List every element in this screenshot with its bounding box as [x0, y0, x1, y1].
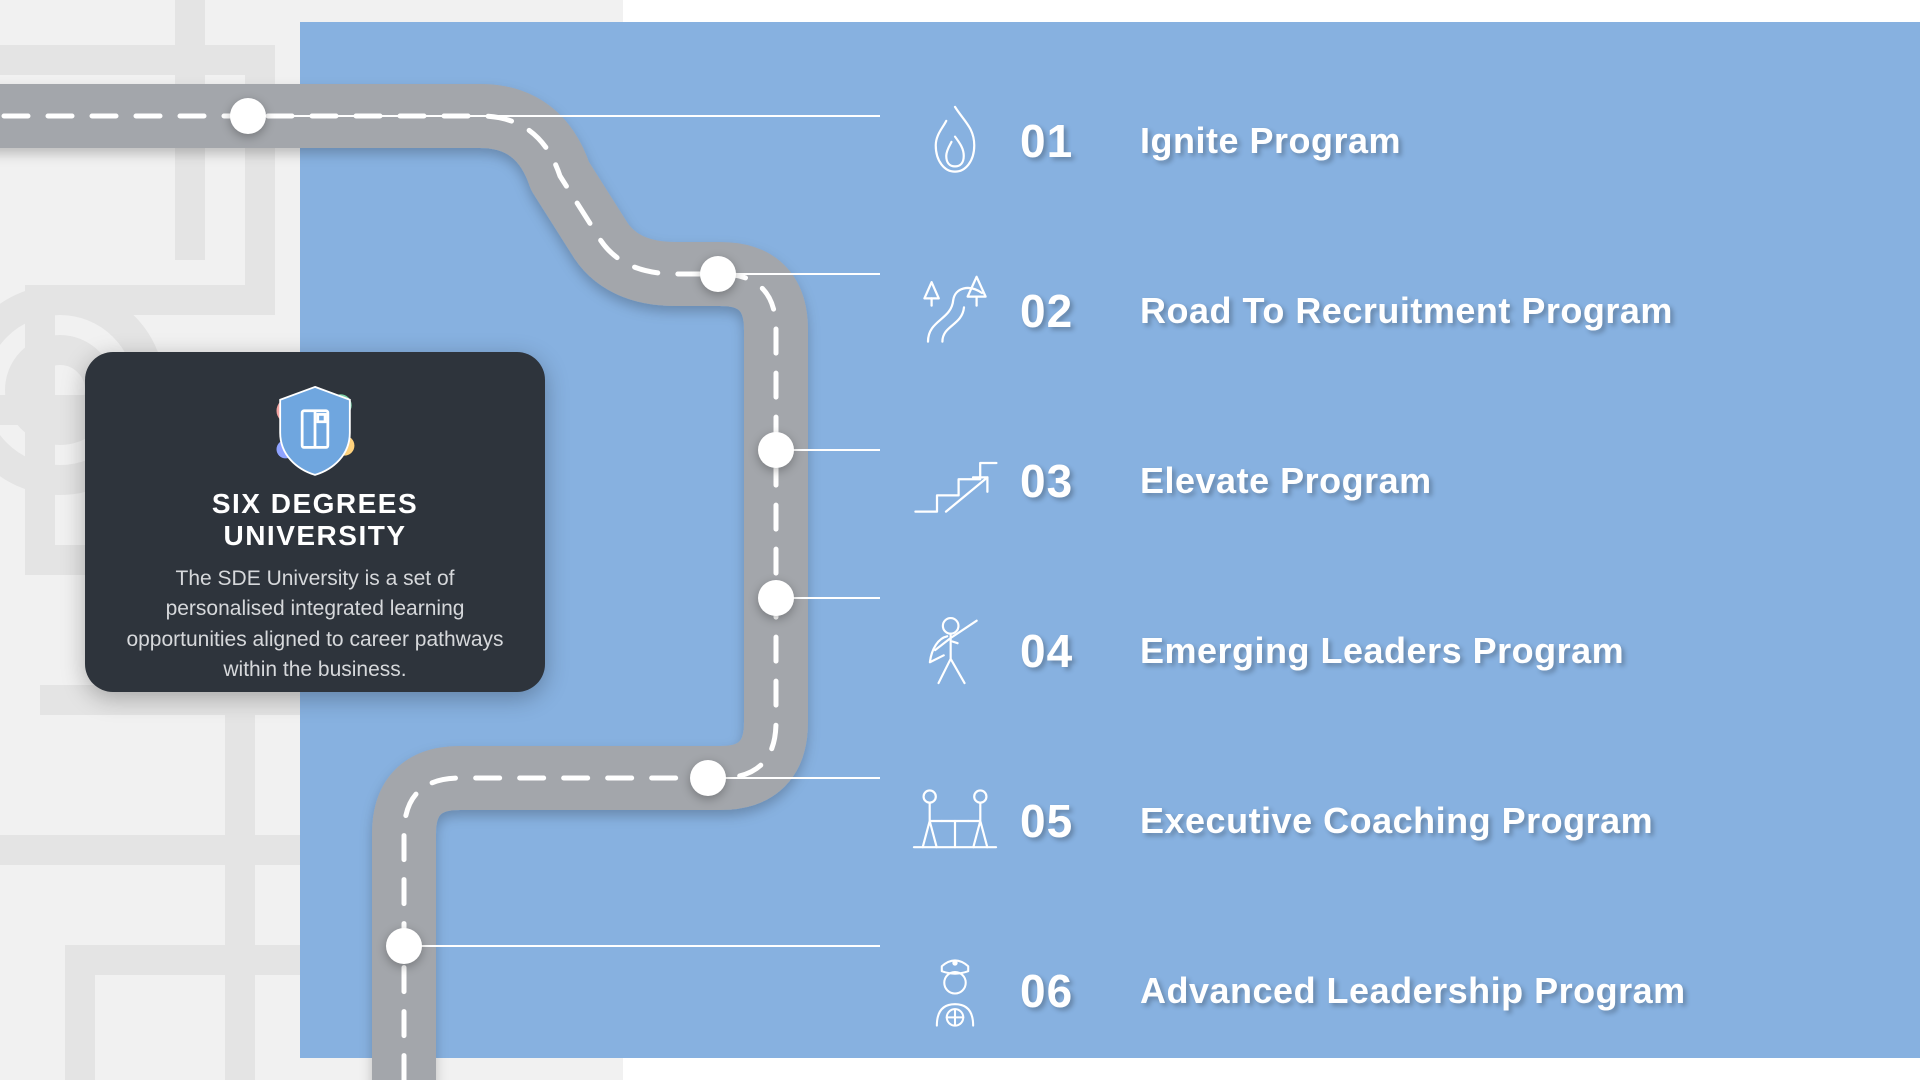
connector-line — [248, 115, 880, 117]
program-row: 05 Executive Coaching Program — [890, 736, 1900, 906]
program-row: 01 Ignite Program — [890, 56, 1900, 226]
program-number: 01 — [1020, 114, 1140, 168]
info-card: SIX DEGREES UNIVERSITY The SDE Universit… — [85, 352, 545, 692]
program-title: Elevate Program — [1140, 460, 1432, 502]
program-row: 04 Emerging Leaders Program — [890, 566, 1900, 736]
university-shield-logo — [260, 378, 370, 482]
road-waypoint-dot — [758, 432, 794, 468]
program-row: 03 Elevate Program — [890, 396, 1900, 566]
connector-line — [718, 273, 880, 275]
road-waypoint-dot — [690, 760, 726, 796]
road-waypoint-dot — [758, 580, 794, 616]
program-title: Road To Recruitment Program — [1140, 290, 1673, 332]
road-trees-icon — [890, 275, 1020, 347]
program-number: 04 — [1020, 624, 1140, 678]
program-number: 06 — [1020, 964, 1140, 1018]
connector-line — [404, 945, 880, 947]
program-row: 06 Advanced Leadership Program — [890, 906, 1900, 1076]
connector-line — [708, 777, 880, 779]
road-waypoint-dot — [386, 928, 422, 964]
card-description: The SDE University is a set of personali… — [119, 564, 511, 686]
program-title: Emerging Leaders Program — [1140, 630, 1624, 672]
flame-icon — [890, 101, 1020, 181]
program-title: Executive Coaching Program — [1140, 800, 1653, 842]
hero-icon — [890, 612, 1020, 690]
captain-icon — [890, 949, 1020, 1033]
road-waypoint-dot — [230, 98, 266, 134]
program-title: Advanced Leadership Program — [1140, 970, 1686, 1012]
program-number: 02 — [1020, 284, 1140, 338]
program-row: 02 Road To Recruitment Program — [890, 226, 1900, 396]
program-number: 05 — [1020, 794, 1140, 848]
stairs-icon — [890, 445, 1020, 517]
programs-list: 01 Ignite Program 02 Road To Recruitment… — [890, 56, 1900, 1076]
program-number: 03 — [1020, 454, 1140, 508]
meeting-icon — [890, 785, 1020, 857]
program-title: Ignite Program — [1140, 120, 1401, 162]
road-waypoint-dot — [700, 256, 736, 292]
card-title: SIX DEGREES UNIVERSITY — [119, 488, 511, 552]
